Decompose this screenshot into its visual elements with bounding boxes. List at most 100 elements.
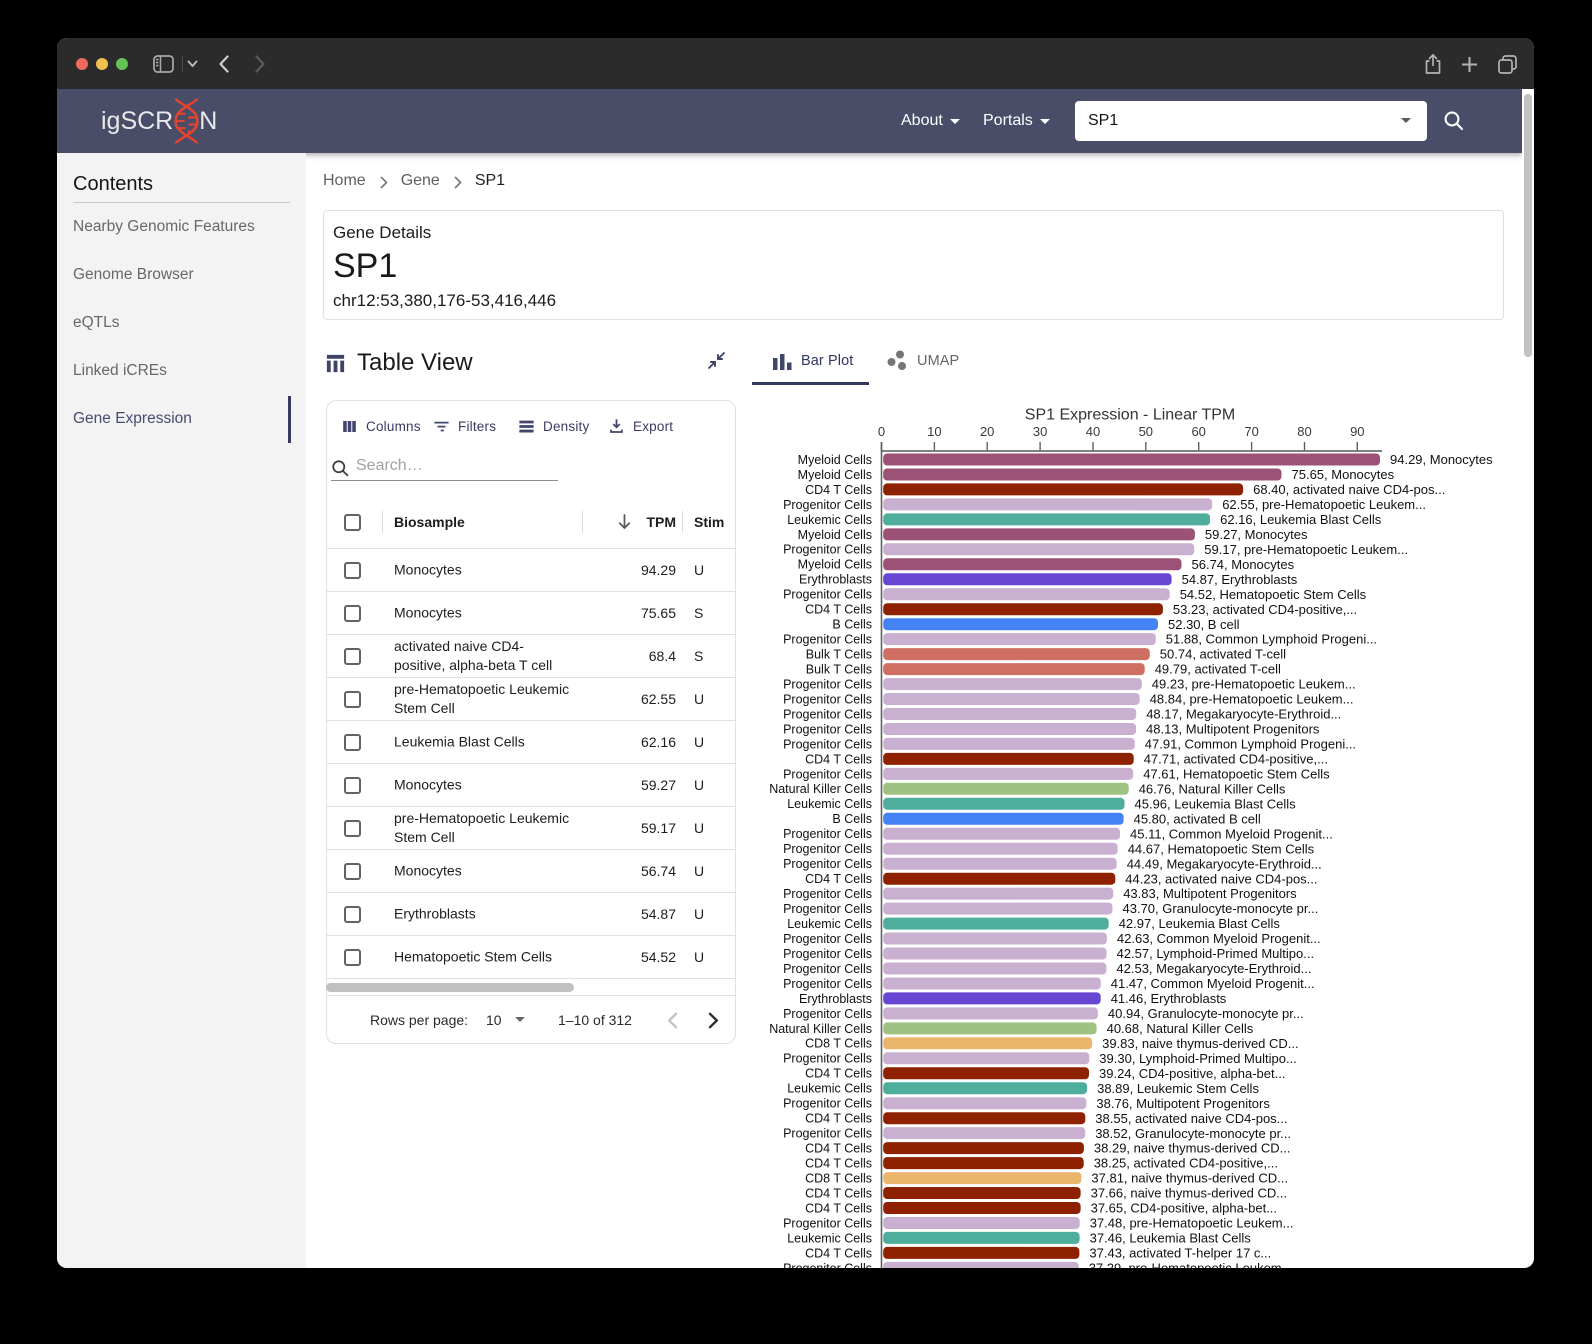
svg-text:42.63, Common Myeloid Progenit: 42.63, Common Myeloid Progenit... bbox=[1117, 931, 1321, 946]
svg-text:45.11, Common Myeloid Progenit: 45.11, Common Myeloid Progenit... bbox=[1130, 826, 1333, 841]
svg-text:Myeloid Cells: Myeloid Cells bbox=[798, 468, 872, 482]
svg-text:Progenitor Cells: Progenitor Cells bbox=[783, 947, 872, 961]
svg-text:0: 0 bbox=[878, 424, 885, 439]
svg-text:43.83, Multipotent Progenitors: 43.83, Multipotent Progenitors bbox=[1123, 886, 1297, 901]
svg-text:38.89, Leukemic Stem Cells: 38.89, Leukemic Stem Cells bbox=[1097, 1081, 1259, 1096]
svg-text:Progenitor Cells: Progenitor Cells bbox=[783, 857, 872, 871]
svg-text:50.74, activated T-cell: 50.74, activated T-cell bbox=[1160, 647, 1286, 662]
svg-text:42.97, Leukemia Blast Cells: 42.97, Leukemia Blast Cells bbox=[1119, 916, 1281, 931]
svg-text:Myeloid Cells: Myeloid Cells bbox=[798, 453, 872, 467]
svg-text:Progenitor Cells: Progenitor Cells bbox=[783, 962, 872, 976]
svg-text:47.91, Common Lymphoid Progeni: 47.91, Common Lymphoid Progeni... bbox=[1145, 737, 1356, 752]
svg-text:Natural Killer Cells: Natural Killer Cells bbox=[769, 782, 872, 796]
svg-text:43.70, Granulocyte-monocyte pr: 43.70, Granulocyte-monocyte pr... bbox=[1123, 901, 1319, 916]
svg-text:B Cells: B Cells bbox=[832, 812, 872, 826]
svg-text:CD4 T Cells: CD4 T Cells bbox=[805, 1246, 872, 1260]
svg-text:59.27, Monocytes: 59.27, Monocytes bbox=[1205, 527, 1308, 542]
svg-text:Progenitor Cells: Progenitor Cells bbox=[783, 707, 872, 721]
svg-text:Bulk T Cells: Bulk T Cells bbox=[806, 663, 872, 677]
svg-text:37.81, naive thymus-derived CD: 37.81, naive thymus-derived CD... bbox=[1091, 1171, 1288, 1186]
svg-text:CD4 T Cells: CD4 T Cells bbox=[805, 1142, 872, 1156]
svg-text:37.46, Leukemia Blast Cells: 37.46, Leukemia Blast Cells bbox=[1090, 1231, 1252, 1246]
svg-text:Progenitor Cells: Progenitor Cells bbox=[783, 887, 872, 901]
svg-text:42.53, Megakaryocyte-Erythroid: 42.53, Megakaryocyte-Erythroid... bbox=[1116, 961, 1311, 976]
svg-text:68.40, activated naive CD4-pos: 68.40, activated naive CD4-pos... bbox=[1253, 482, 1445, 497]
svg-text:49.23, pre-Hematopoetic Leukem: 49.23, pre-Hematopoetic Leukem... bbox=[1152, 677, 1356, 692]
svg-text:CD4 T Cells: CD4 T Cells bbox=[805, 603, 872, 617]
svg-text:46.76, Natural Killer Cells: 46.76, Natural Killer Cells bbox=[1139, 781, 1286, 796]
svg-text:Progenitor Cells: Progenitor Cells bbox=[783, 842, 872, 856]
svg-text:Myeloid Cells: Myeloid Cells bbox=[798, 558, 872, 572]
svg-text:CD4 T Cells: CD4 T Cells bbox=[805, 1157, 872, 1171]
svg-text:40: 40 bbox=[1086, 424, 1100, 439]
svg-text:39.24, CD4-positive, alpha-bet: 39.24, CD4-positive, alpha-bet... bbox=[1099, 1066, 1285, 1081]
svg-text:70: 70 bbox=[1244, 424, 1258, 439]
svg-text:Progenitor Cells: Progenitor Cells bbox=[783, 902, 872, 916]
svg-text:Myeloid Cells: Myeloid Cells bbox=[798, 528, 872, 542]
svg-text:39.83, naive thymus-derived CD: 39.83, naive thymus-derived CD... bbox=[1102, 1036, 1299, 1051]
svg-text:48.13, Multipotent Progenitors: 48.13, Multipotent Progenitors bbox=[1146, 722, 1320, 737]
svg-text:Bulk T Cells: Bulk T Cells bbox=[806, 648, 872, 662]
svg-text:Progenitor Cells: Progenitor Cells bbox=[783, 1261, 872, 1268]
svg-text:37.66, naive thymus-derived CD: 37.66, naive thymus-derived CD... bbox=[1091, 1186, 1288, 1201]
svg-text:Progenitor Cells: Progenitor Cells bbox=[783, 677, 872, 691]
svg-text:Progenitor Cells: Progenitor Cells bbox=[783, 692, 872, 706]
svg-text:Progenitor Cells: Progenitor Cells bbox=[783, 737, 872, 751]
svg-text:49.79, activated T-cell: 49.79, activated T-cell bbox=[1155, 662, 1281, 677]
svg-text:62.16, Leukemia Blast Cells: 62.16, Leukemia Blast Cells bbox=[1220, 512, 1382, 527]
svg-text:51.88, Common Lymphoid Progeni: 51.88, Common Lymphoid Progeni... bbox=[1166, 632, 1377, 647]
svg-text:Progenitor Cells: Progenitor Cells bbox=[783, 1097, 872, 1111]
svg-text:59.17, pre-Hematopoetic Leukem: 59.17, pre-Hematopoetic Leukem... bbox=[1204, 542, 1408, 557]
svg-text:Progenitor Cells: Progenitor Cells bbox=[783, 543, 872, 557]
svg-text:44.49, Megakaryocyte-Erythroid: 44.49, Megakaryocyte-Erythroid... bbox=[1127, 856, 1322, 871]
svg-text:48.17, Megakaryocyte-Erythroid: 48.17, Megakaryocyte-Erythroid... bbox=[1146, 707, 1341, 722]
svg-text:Natural Killer Cells: Natural Killer Cells bbox=[769, 1022, 872, 1036]
svg-text:38.55, activated naive CD4-pos: 38.55, activated naive CD4-pos... bbox=[1095, 1111, 1287, 1126]
svg-text:Leukemic Cells: Leukemic Cells bbox=[787, 1082, 872, 1096]
svg-text:48.84, pre-Hematopoetic Leukem: 48.84, pre-Hematopoetic Leukem... bbox=[1150, 692, 1354, 707]
svg-text:75.65, Monocytes: 75.65, Monocytes bbox=[1292, 467, 1395, 482]
svg-text:39.30, Lymphoid-Primed Multipo: 39.30, Lymphoid-Primed Multipo... bbox=[1099, 1051, 1297, 1066]
svg-text:Progenitor Cells: Progenitor Cells bbox=[783, 1127, 872, 1141]
svg-text:40.94, Granulocyte-monocyte pr: 40.94, Granulocyte-monocyte pr... bbox=[1108, 1006, 1304, 1021]
svg-text:47.61, Hematopoetic Stem Cells: 47.61, Hematopoetic Stem Cells bbox=[1143, 767, 1330, 782]
svg-text:41.47, Common Myeloid Progenit: 41.47, Common Myeloid Progenit... bbox=[1111, 976, 1315, 991]
svg-text:Progenitor Cells: Progenitor Cells bbox=[783, 588, 872, 602]
svg-text:42.57, Lymphoid-Primed Multipo: 42.57, Lymphoid-Primed Multipo... bbox=[1117, 946, 1315, 961]
svg-text:Progenitor Cells: Progenitor Cells bbox=[783, 1216, 872, 1230]
svg-text:37.29, pre-Hematopoetic Leukem: 37.29, pre-Hematopoetic Leukem... bbox=[1089, 1261, 1293, 1269]
svg-text:37.65, CD4-positive, alpha-bet: 37.65, CD4-positive, alpha-bet... bbox=[1091, 1201, 1277, 1216]
svg-text:20: 20 bbox=[980, 424, 994, 439]
svg-text:B Cells: B Cells bbox=[832, 618, 872, 632]
svg-text:Progenitor Cells: Progenitor Cells bbox=[783, 767, 872, 781]
svg-text:30: 30 bbox=[1033, 424, 1047, 439]
svg-text:53.23, activated CD4-positive,: 53.23, activated CD4-positive,... bbox=[1173, 602, 1357, 617]
svg-text:37.43, activated T-helper 17 c: 37.43, activated T-helper 17 c... bbox=[1089, 1246, 1271, 1261]
svg-text:CD4 T Cells: CD4 T Cells bbox=[805, 483, 872, 497]
svg-text:62.55, pre-Hematopoetic Leukem: 62.55, pre-Hematopoetic Leukem... bbox=[1222, 497, 1426, 512]
svg-text:90: 90 bbox=[1350, 424, 1364, 439]
svg-text:CD4 T Cells: CD4 T Cells bbox=[805, 872, 872, 886]
svg-text:94.29, Monocytes: 94.29, Monocytes bbox=[1390, 452, 1493, 467]
svg-text:45.96, Leukemia Blast Cells: 45.96, Leukemia Blast Cells bbox=[1135, 796, 1297, 811]
svg-text:SP1 Expression - Linear TPM: SP1 Expression - Linear TPM bbox=[1025, 407, 1235, 424]
svg-text:56.74, Monocytes: 56.74, Monocytes bbox=[1192, 557, 1295, 572]
svg-text:CD4 T Cells: CD4 T Cells bbox=[805, 1112, 872, 1126]
svg-text:CD8 T Cells: CD8 T Cells bbox=[805, 1037, 872, 1051]
svg-text:Progenitor Cells: Progenitor Cells bbox=[783, 722, 872, 736]
svg-text:CD4 T Cells: CD4 T Cells bbox=[805, 752, 872, 766]
svg-text:45.80, activated B cell: 45.80, activated B cell bbox=[1134, 811, 1261, 826]
svg-text:37.48, pre-Hematopoetic Leukem: 37.48, pre-Hematopoetic Leukem... bbox=[1090, 1216, 1294, 1231]
svg-text:54.87, Erythroblasts: 54.87, Erythroblasts bbox=[1182, 572, 1298, 587]
svg-text:CD4 T Cells: CD4 T Cells bbox=[805, 1067, 872, 1081]
svg-text:CD4 T Cells: CD4 T Cells bbox=[805, 1186, 872, 1200]
svg-text:Progenitor Cells: Progenitor Cells bbox=[783, 932, 872, 946]
svg-text:50: 50 bbox=[1139, 424, 1153, 439]
svg-text:52.30, B cell: 52.30, B cell bbox=[1168, 617, 1240, 632]
svg-text:44.67, Hematopoetic Stem Cells: 44.67, Hematopoetic Stem Cells bbox=[1128, 841, 1315, 856]
svg-text:CD4 T Cells: CD4 T Cells bbox=[805, 1201, 872, 1215]
svg-text:38.76, Multipotent Progenitors: 38.76, Multipotent Progenitors bbox=[1096, 1096, 1270, 1111]
svg-text:Erythroblasts: Erythroblasts bbox=[799, 992, 872, 1006]
svg-text:Progenitor Cells: Progenitor Cells bbox=[783, 977, 872, 991]
svg-text:47.71, activated CD4-positive,: 47.71, activated CD4-positive,... bbox=[1144, 752, 1328, 767]
